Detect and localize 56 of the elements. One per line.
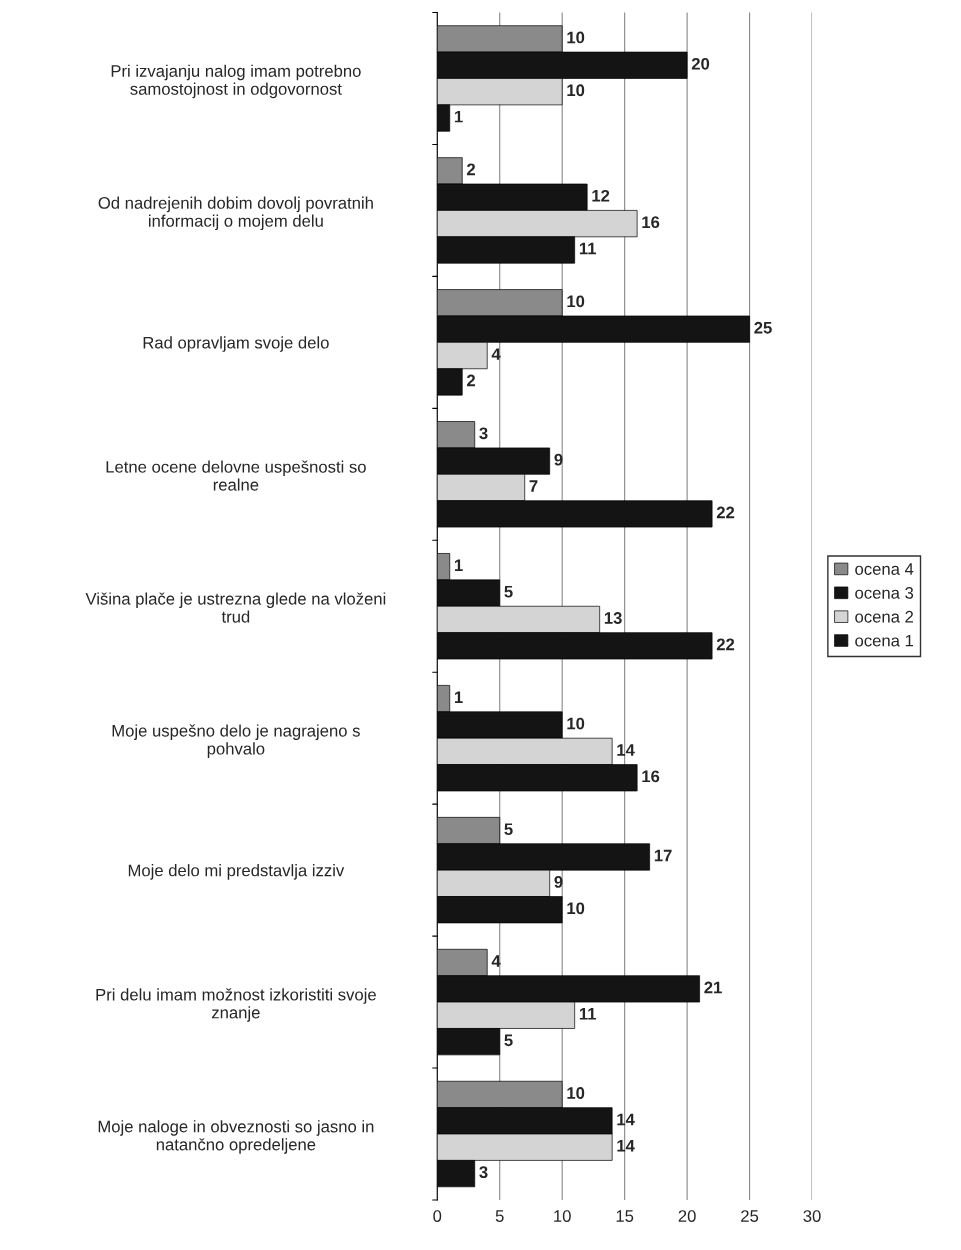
data-label: 1 xyxy=(454,110,463,123)
data-label: 4 xyxy=(491,955,501,967)
data-label: 11 xyxy=(579,1008,596,1020)
y-tick-label: Moje delo mi predstavlja izziv xyxy=(128,864,345,880)
data-label: 3 xyxy=(479,427,488,440)
y-tick-label: Moje uspešno delo je nagrajeno s pohvalo xyxy=(112,724,360,758)
y-tick-label: Višina plače je ustrezna glede na vloženi trud xyxy=(85,592,386,623)
data-label: 17 xyxy=(654,849,672,862)
data-label: 10 xyxy=(567,902,585,915)
x-tick-label: 30 xyxy=(803,1210,821,1222)
x-tick-label: 20 xyxy=(678,1210,696,1222)
data-label: 14 xyxy=(617,1140,635,1152)
data-label: 2 xyxy=(466,163,476,176)
data-label: 14 xyxy=(617,744,635,756)
data-label: 9 xyxy=(554,453,563,466)
data-label: 14 xyxy=(617,1113,635,1126)
data-label: 12 xyxy=(592,189,610,202)
y-tick-label: Pri izvajanju nalog imam potrebno samostojnost in odgovornost xyxy=(111,64,361,99)
data-label: 5 xyxy=(504,1034,513,1047)
data-label: 22 xyxy=(716,506,735,519)
legend-label: ocena 1 xyxy=(855,634,914,647)
y-tick-label: Moje naloge in obveznosti so jasno in natančno opredeljene xyxy=(98,1120,374,1154)
legend-label: ocena 4 xyxy=(855,563,914,575)
y-tick-label: Od nadrejenih dobim dovolj povratnih informacij o mojem delu xyxy=(98,196,373,231)
x-tick-label: 15 xyxy=(616,1210,634,1222)
data-label: 16 xyxy=(642,216,660,229)
x-tick-label: 5 xyxy=(495,1210,504,1222)
data-label: 1 xyxy=(454,691,463,703)
data-label: 4 xyxy=(491,348,501,360)
data-label: 5 xyxy=(504,585,513,598)
y-tick-label: Letne ocene delovne uspešnosti so realne xyxy=(106,460,366,491)
data-label: 11 xyxy=(579,242,596,255)
data-label: 22 xyxy=(716,638,735,651)
data-label: 20 xyxy=(691,57,710,70)
data-label: 10 xyxy=(567,717,585,730)
data-label: 13 xyxy=(604,612,622,624)
y-tick-label: Rad opravljam svoje delo xyxy=(143,336,329,352)
x-tick-label: 10 xyxy=(554,1210,571,1222)
y-tick-label: Pri delu imam možnost izkoristiti svoje znanje xyxy=(96,988,376,1022)
data-label: 1 xyxy=(454,559,463,571)
data-label: 25 xyxy=(754,321,772,334)
data-label: 2 xyxy=(466,374,476,387)
data-label: 16 xyxy=(642,770,660,783)
data-label: 10 xyxy=(567,1087,585,1099)
legend-label: ocena 3 xyxy=(855,586,914,599)
data-label: 10 xyxy=(567,295,585,308)
x-tick-label: 25 xyxy=(741,1210,759,1222)
data-label: 10 xyxy=(567,31,585,44)
data-label: 7 xyxy=(529,480,538,492)
data-label: 9 xyxy=(554,876,563,888)
data-label: 5 xyxy=(504,823,513,836)
data-label: 10 xyxy=(567,84,585,97)
data-label: 3 xyxy=(479,1166,488,1179)
legend-label: ocena 2 xyxy=(855,610,914,623)
x-tick-label: 0 xyxy=(433,1210,442,1222)
data-label: 21 xyxy=(704,981,722,994)
